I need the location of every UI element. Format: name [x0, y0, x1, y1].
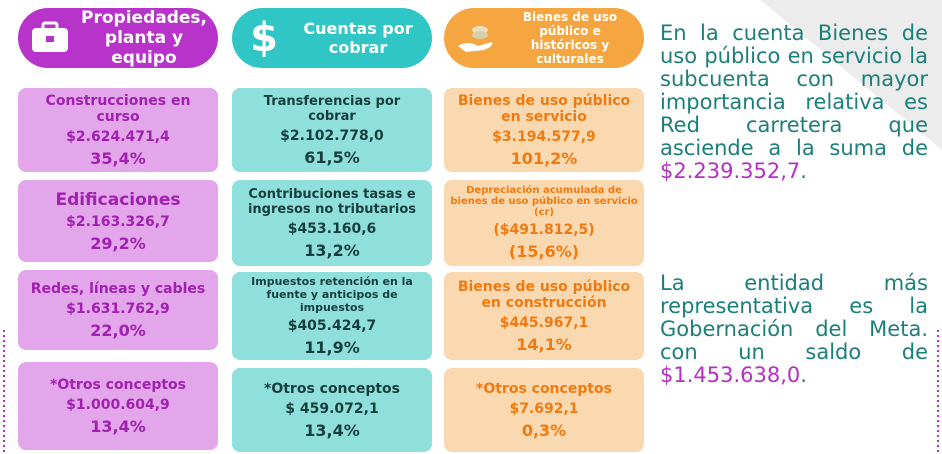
account-card: Construcciones en curso $2.624.471,4 35,4% — [18, 88, 218, 172]
card-percent: 13,4% — [304, 420, 360, 440]
card-label: Depreciación acumulada de bienes de uso … — [450, 185, 638, 218]
card-amount: $2.624.471,4 — [66, 128, 170, 145]
card-percent: (15,6%) — [508, 242, 580, 261]
text: . — [800, 159, 807, 183]
account-card: Depreciación acumulada de bienes de uso … — [444, 180, 644, 266]
card-percent: 14,1% — [516, 334, 572, 354]
card-amount: $2.102.778,0 — [280, 127, 384, 144]
account-card: Transferencias por cobrar $2.102.778,0 61,… — [232, 88, 432, 172]
card-amount: ($491.812,5) — [493, 222, 595, 238]
header-icon: $ — [250, 15, 278, 61]
card-label: *Otros conceptos — [476, 380, 612, 397]
card-label: Impuestos retención en la fuente y antic… — [251, 275, 413, 314]
card-label: Contribuciones tasas e ingresos no tribu… — [247, 186, 417, 217]
account-card: Contribuciones tasas e ingresos no tribu… — [232, 180, 432, 266]
card-label: Construcciones en curso — [45, 92, 191, 125]
card-amount: $453.160,6 — [287, 220, 377, 237]
highlight: $2.239.352,7 — [660, 159, 801, 183]
card-percent: 35,4% — [90, 148, 146, 168]
paragraph: La entidad más representativa es la Gobe… — [660, 272, 928, 387]
card-label: Redes, líneas y cables — [30, 280, 206, 297]
hand-coins-icon — [458, 26, 493, 52]
card-percent: 22,0% — [90, 320, 146, 340]
card-amount: $2.163.326,7 — [66, 213, 170, 230]
text: . — [800, 363, 807, 387]
card-label: *Otros conceptos — [50, 376, 186, 393]
text: La entidad más representativa es la Gobe… — [660, 271, 928, 364]
highlight: $1.453.638,0 — [660, 363, 801, 387]
corner-shape — [760, 0, 942, 150]
card-percent: 13,4% — [90, 416, 146, 436]
card-percent: 13,2% — [304, 240, 360, 260]
card-amount: $445.967,1 — [499, 314, 589, 331]
account-card: Redes, líneas y cables $1.631.762,9 22,0% — [18, 270, 218, 350]
account-card: Edificaciones $2.163.326,7 29,2% — [18, 180, 218, 262]
card-label: Transferencias por cobrar — [263, 93, 401, 124]
card-label: Bienes de uso público en construcción — [457, 278, 631, 311]
card-amount: $3.194.577,9 — [492, 128, 596, 145]
text: En la cuenta Bienes de uso público en se… — [660, 21, 928, 160]
account-card: Impuestos retención en la fuente y antic… — [232, 272, 432, 360]
card-amount: $405.424,7 — [287, 318, 377, 334]
card-amount: $1.631.762,9 — [66, 300, 170, 317]
header-icon — [28, 20, 72, 56]
card-amount: $7.692,1 — [509, 400, 579, 417]
account-card: *Otros conceptos $ 459.072,1 13,4% — [232, 368, 432, 452]
card-label: *Otros conceptos — [264, 380, 400, 397]
card-percent: 29,2% — [90, 233, 146, 253]
card-percent: 101,2% — [510, 148, 578, 168]
column-header: Cuentas por cobrar — [232, 8, 432, 68]
account-card: *Otros conceptos $1.000.604,9 13,4% — [18, 362, 218, 450]
paragraph: En la cuenta Bienes de uso público en se… — [660, 22, 928, 183]
card-percent: 11,9% — [304, 338, 360, 357]
account-card: Bienes de uso público en construcción $44… — [444, 272, 644, 360]
card-label: Bienes de uso público en servicio — [457, 92, 631, 125]
card-amount: $ 459.072,1 — [285, 400, 379, 417]
account-card: *Otros conceptos $7.692,1 0,3% — [444, 368, 644, 452]
account-card: Bienes de uso público en servicio $3.194.… — [444, 88, 644, 172]
card-label: Edificaciones — [55, 189, 181, 210]
briefcase-icon — [32, 21, 68, 52]
header-icon — [454, 20, 498, 56]
card-percent: 61,5% — [304, 147, 360, 167]
card-amount: $1.000.604,9 — [66, 396, 170, 413]
card-percent: 0,3% — [521, 420, 567, 440]
